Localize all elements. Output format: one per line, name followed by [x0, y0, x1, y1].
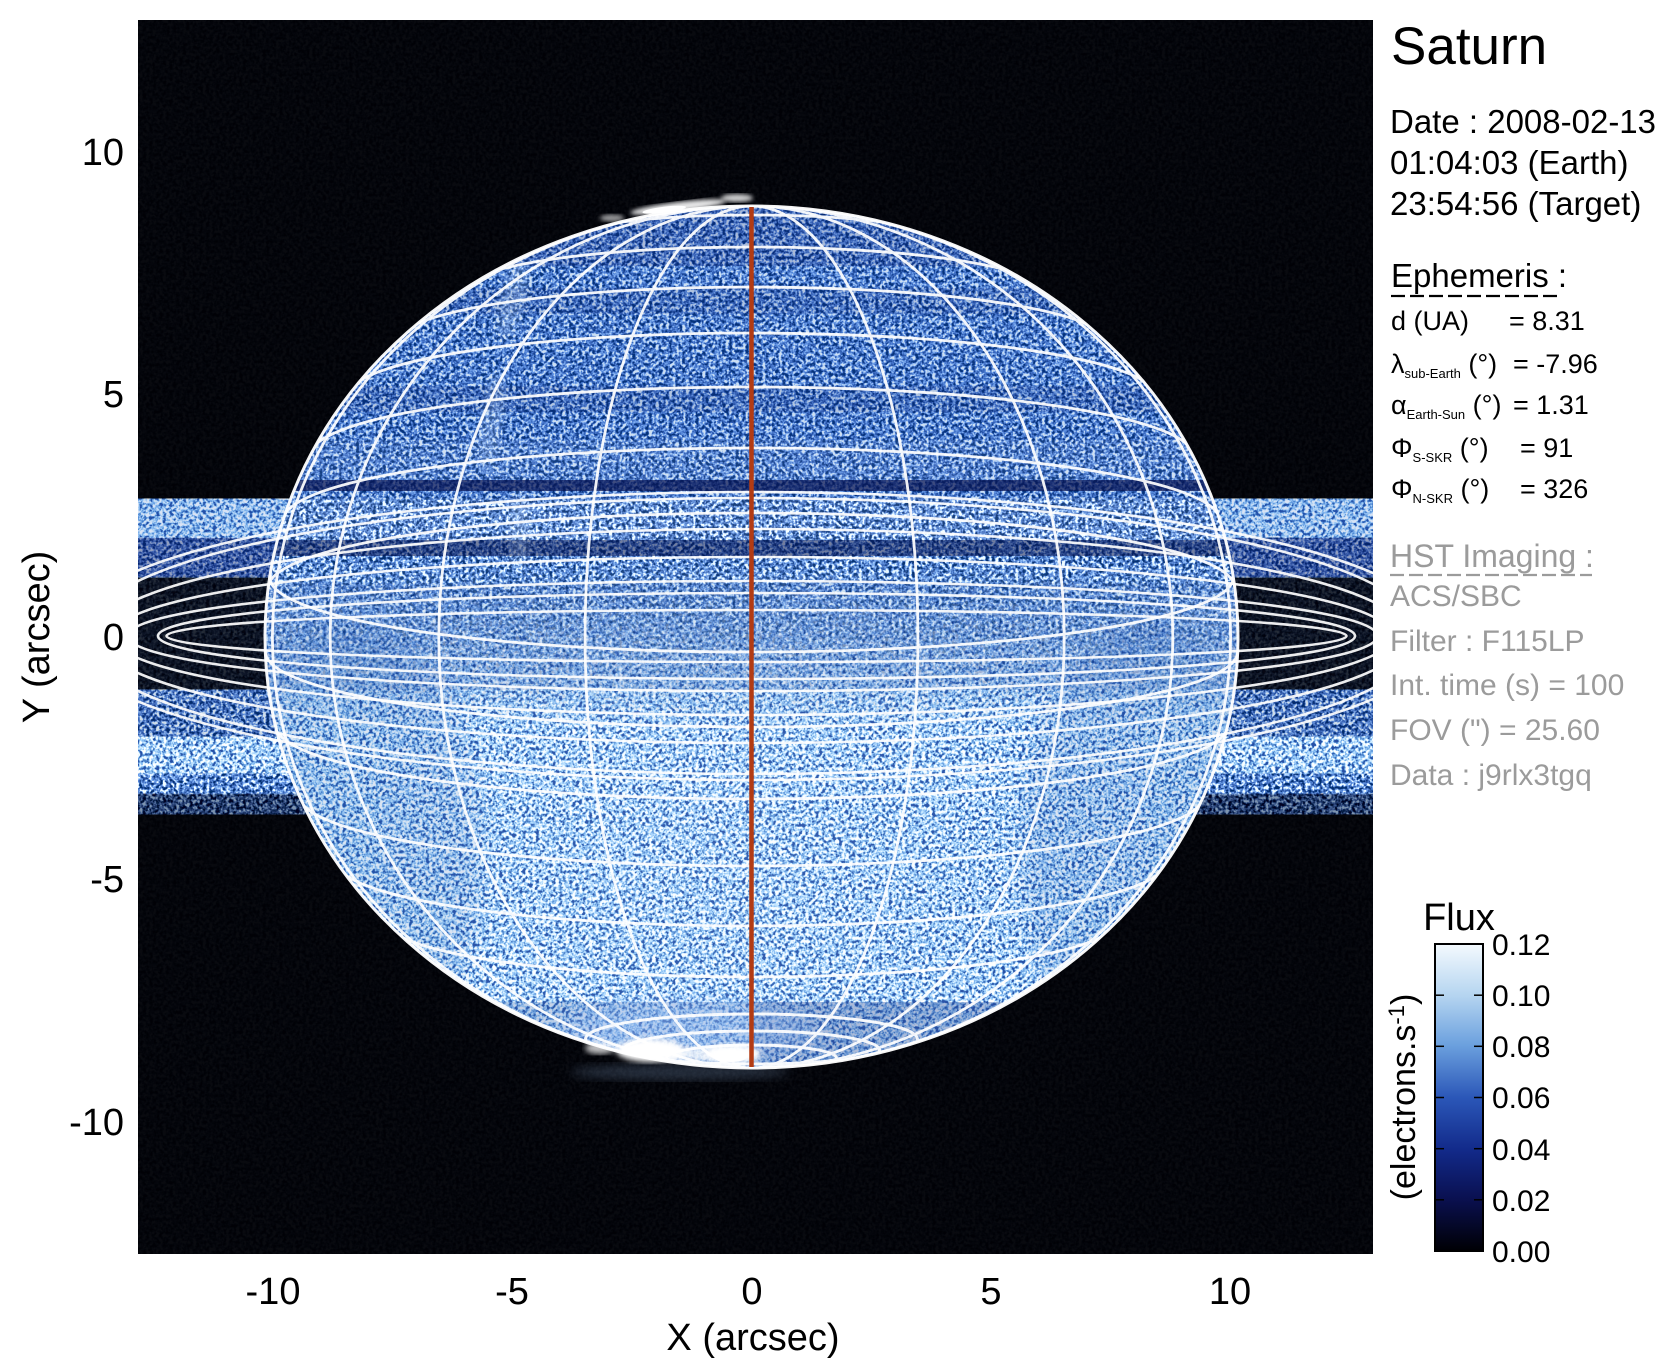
svg-text:-5: -5 [495, 1271, 529, 1313]
svg-text:= 1.31: = 1.31 [1513, 390, 1589, 420]
svg-text:Data : j9rlx3tgq: Data : j9rlx3tgq [1390, 759, 1592, 792]
svg-text:-10: -10 [246, 1271, 301, 1313]
svg-text:Flux: Flux [1423, 897, 1495, 939]
svg-text:5: 5 [980, 1271, 1001, 1313]
svg-text:(electrons.s-1): (electrons.s-1) [1384, 994, 1423, 1201]
svg-text:0.00: 0.00 [1492, 1236, 1550, 1269]
svg-text:23:54:56 (Target): 23:54:56 (Target) [1390, 185, 1641, 222]
svg-text:Saturn: Saturn [1391, 17, 1547, 76]
svg-text:= 326: = 326 [1520, 474, 1588, 504]
svg-text:= -7.96: = -7.96 [1513, 349, 1598, 379]
svg-text:X (arcsec): X (arcsec) [666, 1317, 839, 1359]
svg-text:Y (arcsec): Y (arcsec) [16, 551, 58, 723]
svg-text:0: 0 [741, 1271, 762, 1313]
svg-text:0.12: 0.12 [1492, 929, 1550, 962]
svg-text:0.10: 0.10 [1492, 980, 1550, 1013]
svg-text:Filter : F115LP: Filter : F115LP [1390, 625, 1585, 658]
svg-text:0.08: 0.08 [1492, 1031, 1550, 1064]
svg-text:-5: -5 [90, 859, 124, 901]
svg-text:0: 0 [103, 617, 124, 659]
svg-text:Date : 2008-02-13: Date : 2008-02-13 [1390, 103, 1656, 140]
svg-text:01:04:03 (Earth): 01:04:03 (Earth) [1390, 144, 1628, 181]
svg-text:10: 10 [82, 132, 124, 174]
svg-text:= 8.31: = 8.31 [1509, 306, 1585, 336]
svg-text:10: 10 [1209, 1271, 1251, 1313]
svg-text:= 91: = 91 [1520, 433, 1573, 463]
svg-text:0.06: 0.06 [1492, 1082, 1550, 1115]
svg-text:-10: -10 [69, 1102, 124, 1144]
svg-text:Int. time (s) = 100: Int. time (s) = 100 [1390, 669, 1624, 702]
svg-text:0.02: 0.02 [1492, 1185, 1550, 1218]
svg-text:Ephemeris :: Ephemeris : [1391, 257, 1567, 294]
svg-text:ACS/SBC: ACS/SBC [1390, 580, 1522, 613]
svg-text:HST Imaging :: HST Imaging : [1390, 538, 1594, 574]
svg-text:d (UA): d (UA) [1391, 306, 1469, 336]
svg-text:5: 5 [103, 374, 124, 416]
svg-text:FOV (") = 25.60: FOV (") = 25.60 [1390, 714, 1600, 747]
svg-text:0.04: 0.04 [1492, 1134, 1550, 1167]
